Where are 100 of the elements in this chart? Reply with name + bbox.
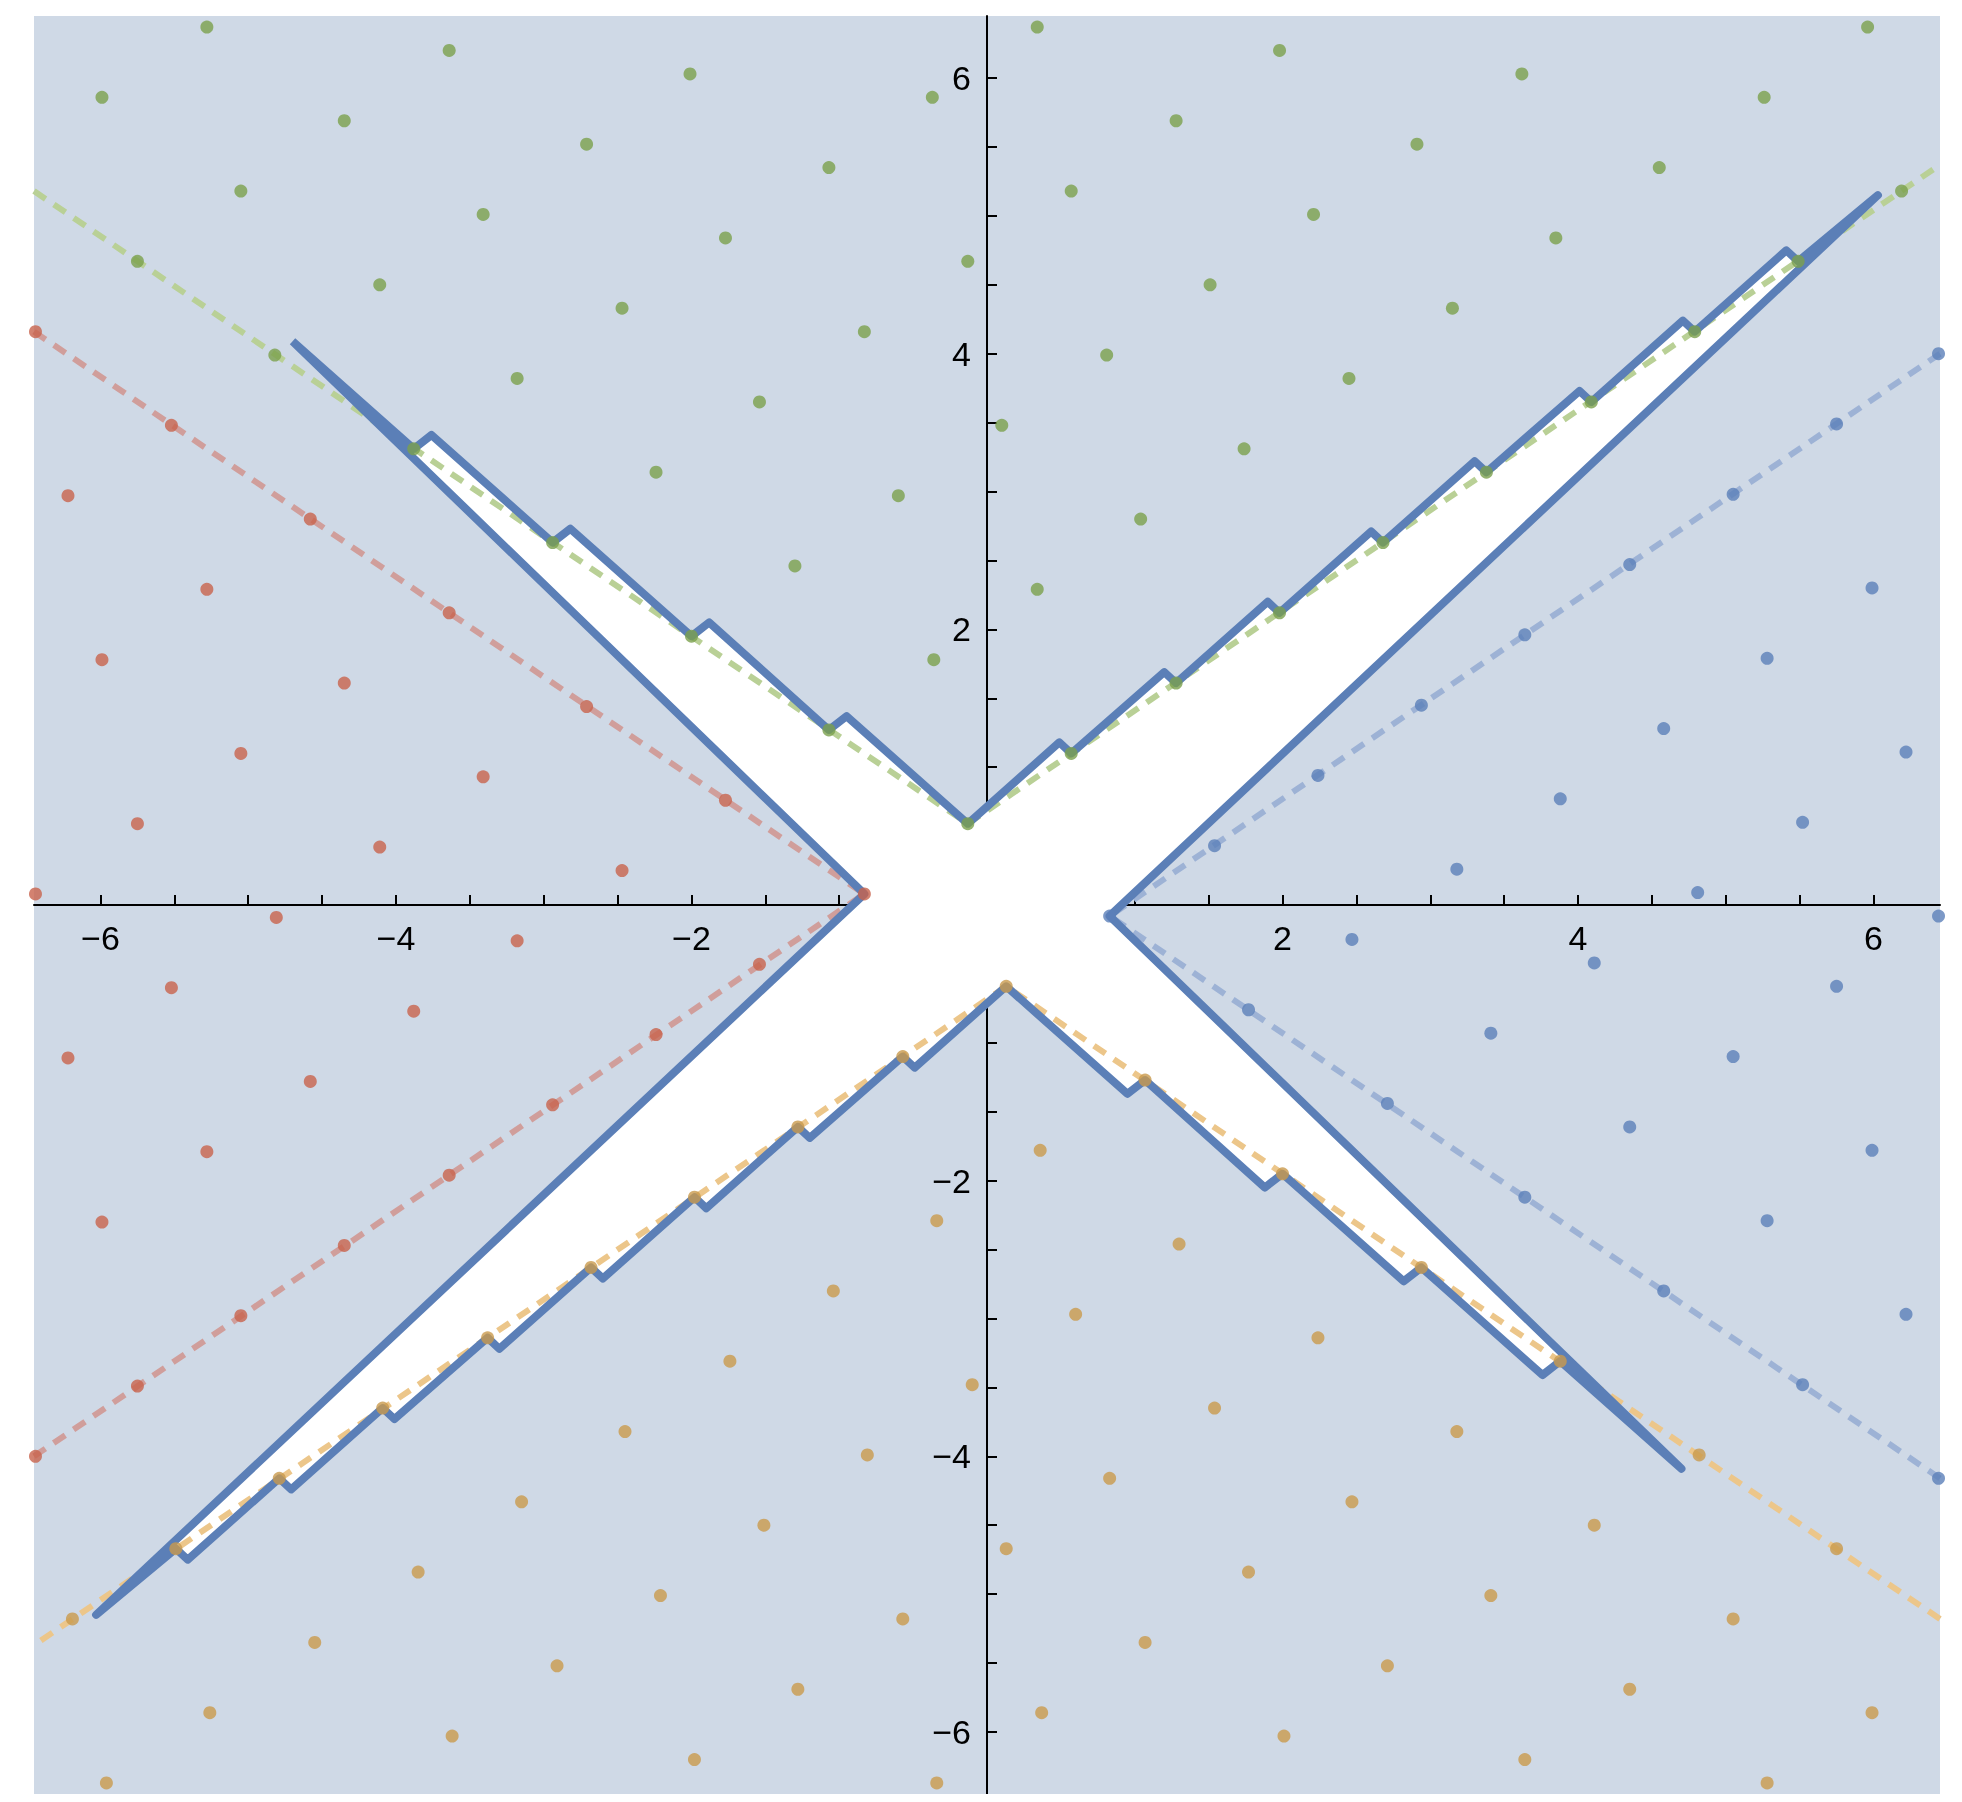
point <box>164 981 178 995</box>
point <box>1484 1589 1498 1603</box>
point <box>303 512 317 526</box>
point <box>61 489 75 503</box>
point <box>580 137 594 151</box>
point <box>1791 254 1805 268</box>
point <box>649 1028 663 1042</box>
point <box>653 1589 667 1603</box>
point <box>1865 1706 1879 1720</box>
point <box>1273 606 1287 620</box>
point <box>1652 161 1666 175</box>
point <box>965 1378 979 1392</box>
point <box>234 746 248 760</box>
point <box>791 1682 805 1696</box>
point <box>442 606 456 620</box>
point <box>1895 184 1909 198</box>
point <box>1587 1518 1601 1532</box>
point <box>1691 886 1705 900</box>
point <box>1932 1471 1946 1485</box>
point <box>268 348 282 362</box>
point <box>1760 651 1774 665</box>
point <box>1311 1331 1325 1345</box>
point <box>65 1612 79 1626</box>
y-tick-label: −6 <box>932 1712 971 1751</box>
point <box>550 1659 564 1673</box>
point <box>891 489 905 503</box>
point <box>1445 301 1459 315</box>
point <box>857 325 871 339</box>
point <box>510 934 524 948</box>
point <box>615 301 629 315</box>
point <box>1276 1167 1289 1181</box>
point <box>1932 909 1946 923</box>
point <box>476 770 490 784</box>
point <box>95 653 109 667</box>
point <box>1277 1729 1291 1743</box>
point <box>130 254 144 268</box>
point <box>1414 698 1428 712</box>
point <box>961 817 975 831</box>
point <box>1553 1354 1567 1368</box>
point <box>1549 231 1563 245</box>
point <box>1450 1425 1464 1438</box>
point <box>1623 1682 1637 1696</box>
point <box>857 887 871 901</box>
point <box>1311 768 1325 782</box>
point <box>925 90 939 104</box>
x-tick-label: 6 <box>1864 919 1883 957</box>
point <box>373 840 387 854</box>
point <box>1208 839 1222 853</box>
point <box>1726 487 1740 501</box>
point <box>1760 1214 1774 1228</box>
point <box>1035 1706 1049 1720</box>
point <box>961 254 975 268</box>
point <box>718 231 732 245</box>
point <box>99 1776 113 1790</box>
point <box>930 1214 944 1228</box>
point <box>1307 207 1321 221</box>
point <box>1100 348 1114 362</box>
point <box>164 418 178 432</box>
x-tick-label: 2 <box>1273 919 1292 957</box>
point <box>1242 1565 1256 1579</box>
point <box>95 1215 109 1229</box>
y-tick-label: −4 <box>932 1437 971 1476</box>
point <box>308 1635 322 1649</box>
point <box>1830 979 1844 993</box>
point <box>615 864 629 878</box>
point <box>896 1612 910 1626</box>
point <box>1484 1026 1498 1040</box>
point <box>584 1260 598 1274</box>
point <box>1450 862 1464 876</box>
point <box>822 723 836 737</box>
point <box>442 1168 456 1182</box>
point <box>234 184 248 198</box>
point <box>1657 1284 1671 1298</box>
point <box>1033 1143 1047 1157</box>
point <box>546 1098 560 1112</box>
point <box>687 1753 701 1767</box>
point <box>1380 1096 1394 1110</box>
point <box>445 1729 459 1743</box>
point <box>1865 1143 1879 1157</box>
point <box>757 1518 771 1532</box>
point <box>407 442 421 456</box>
point <box>200 582 214 596</box>
point <box>927 653 941 667</box>
point <box>95 90 109 104</box>
point <box>723 1354 737 1368</box>
point <box>1242 1003 1256 1017</box>
point <box>791 1120 805 1134</box>
point <box>1376 536 1390 549</box>
point <box>130 1379 144 1393</box>
point <box>1932 347 1946 361</box>
point <box>1865 581 1879 595</box>
point <box>1479 465 1493 479</box>
point <box>687 1190 701 1204</box>
point <box>442 43 456 57</box>
point <box>1518 628 1532 642</box>
point <box>1410 137 1424 151</box>
point <box>1899 1307 1913 1321</box>
point <box>1760 1776 1774 1790</box>
point <box>1726 1612 1740 1626</box>
point <box>930 1776 944 1790</box>
